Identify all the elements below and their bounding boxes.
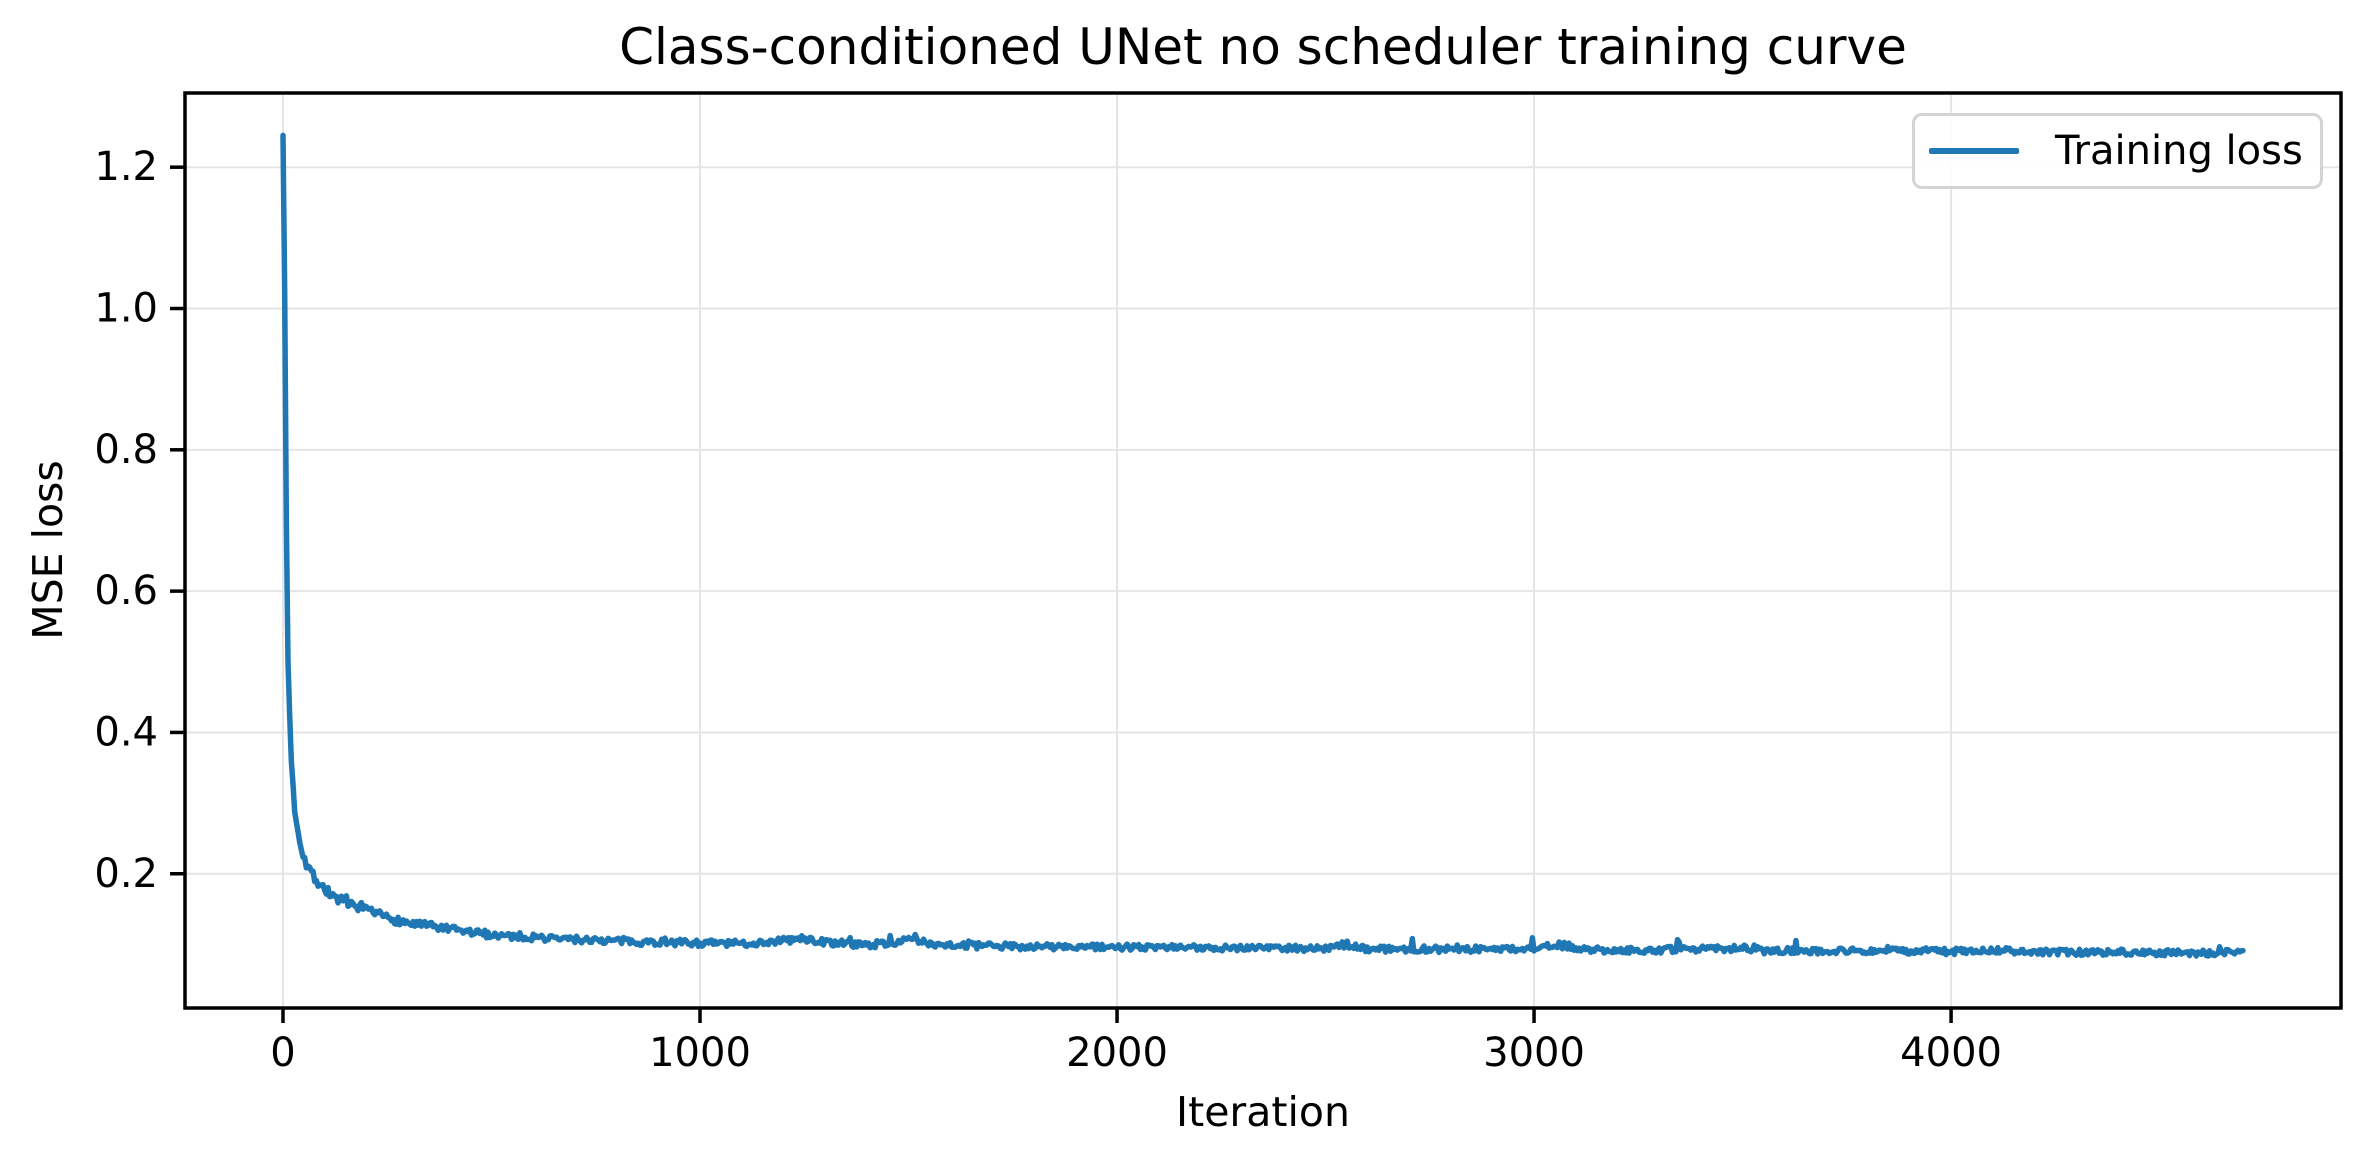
x-tick-label: 2000 <box>1066 1030 1168 1076</box>
legend-line-sample-icon <box>1929 148 2019 154</box>
x-axis-label: Iteration <box>1176 1088 1350 1136</box>
x-tick-label: 0 <box>270 1030 295 1076</box>
chart-title: Class-conditioned UNet no scheduler trai… <box>619 18 1907 76</box>
x-tick-label: 1000 <box>649 1030 751 1076</box>
x-tick-label: 4000 <box>1900 1030 2002 1076</box>
legend-label: Training loss <box>2055 128 2303 174</box>
y-tick-label: 1.0 <box>94 286 158 332</box>
y-tick-label: 0.2 <box>94 851 158 897</box>
axes-spines <box>183 91 2343 1010</box>
y-tick-label: 0.4 <box>94 709 158 755</box>
y-tick-label: 0.6 <box>94 568 158 614</box>
y-tick-label: 1.2 <box>94 144 158 190</box>
x-tick-label: 3000 <box>1483 1030 1585 1076</box>
y-tick-label: 0.8 <box>94 427 158 473</box>
legend: Training loss <box>1912 113 2323 189</box>
training-loss-line <box>280 132 2246 959</box>
y-axis-label: MSE loss <box>24 460 72 640</box>
